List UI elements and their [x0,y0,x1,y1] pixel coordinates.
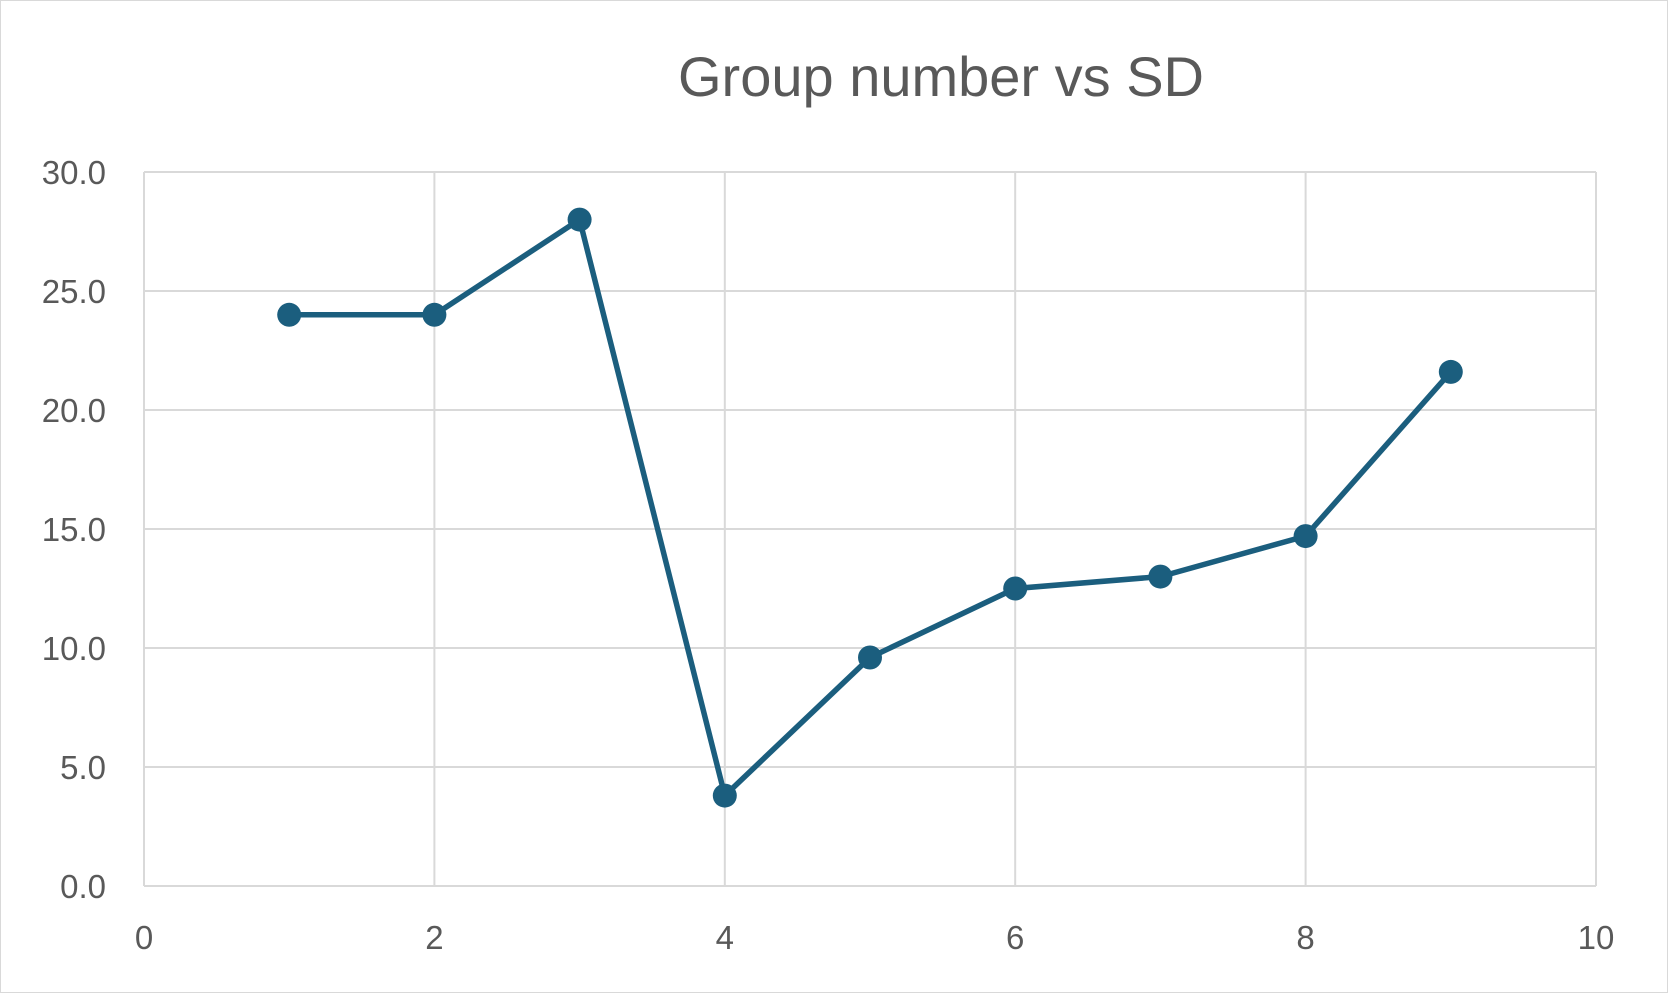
data-point [712,783,737,808]
data-point [422,302,447,327]
series-group [277,207,1463,808]
x-axis-tick-labels: 0 2 4 6 8 10 [135,919,1615,956]
data-point [277,302,302,327]
data-point [1438,359,1463,384]
x-tick-label: 8 [1296,919,1314,956]
y-tick-label: 0.0 [60,868,106,905]
y-tick-label: 20.0 [42,392,106,429]
data-point [858,645,882,670]
data-point [1148,564,1173,589]
y-tick-label: 15.0 [42,511,106,548]
x-tick-label: 4 [716,919,734,956]
y-tick-label: 5.0 [60,749,106,786]
series-line [289,216,1453,799]
x-tick-label: 2 [425,919,443,956]
x-tick-label: 10 [1578,919,1615,956]
y-axis-tick-labels: 0.0 5.0 10.0 15.0 20.0 25.0 30.0 [42,154,106,905]
data-point [1003,576,1028,601]
x-tick-label: 0 [135,919,153,956]
horizontal-gridlines [144,171,1596,887]
y-tick-label: 10.0 [42,630,106,667]
data-point [1293,524,1318,549]
data-point [567,207,592,232]
chart-title: Group number vs SD [678,45,1204,108]
y-tick-label: 30.0 [42,154,106,191]
x-tick-label: 6 [1006,919,1024,956]
y-tick-label: 25.0 [42,273,106,310]
